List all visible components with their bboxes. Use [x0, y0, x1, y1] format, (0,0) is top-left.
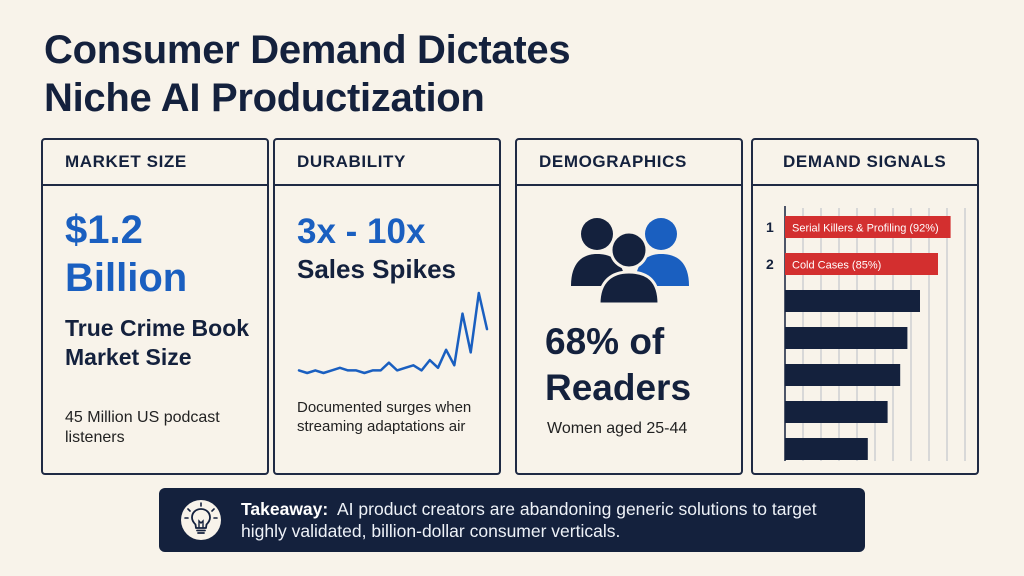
demographics-value-line-2: Readers	[545, 367, 692, 408]
sparkline-series	[297, 291, 489, 375]
demand-bar	[785, 253, 938, 275]
bar-rank-label: 1	[766, 219, 774, 235]
takeaway-banner: Takeaway: AI product creators are abando…	[159, 488, 865, 552]
market-size-value-line-2: Billion	[65, 256, 188, 300]
market-size-label: True Crime Book Market Size	[65, 315, 250, 370]
demand-signals-header: DEMAND SIGNALS	[753, 140, 977, 186]
demand-signals-card: DEMAND SIGNALS 1 Serial Killers & Profili…	[751, 138, 979, 475]
takeaway-text: Takeaway: AI product creators are abando…	[241, 498, 841, 542]
market-size-card: MARKET SIZE $1.2 Billion True Crime Book…	[41, 138, 269, 475]
people-group-icon	[571, 218, 689, 306]
sales-sparkline	[297, 291, 489, 375]
durability-value: 3x - 10x	[297, 212, 426, 251]
stat-cards: MARKET SIZE $1.2 Billion True Crime Book…	[41, 138, 983, 475]
durability-header: DURABILITY	[275, 140, 499, 186]
durability-card: DURABILITY 3x - 10x Sales Spikes Documen…	[273, 138, 501, 475]
title-line-1: Consumer Demand Dictates	[44, 28, 571, 72]
demand-bar	[785, 438, 868, 460]
demand-bar	[785, 216, 951, 238]
durability-note: Documented surges when streaming adaptat…	[297, 399, 472, 435]
page-title: Consumer Demand Dictates Niche AI Produc…	[44, 26, 571, 122]
market-size-value-line-1: $1.2	[65, 208, 143, 252]
market-size-header: MARKET SIZE	[43, 140, 267, 186]
bar-rank-label: 2	[766, 256, 774, 272]
durability-label: Sales Spikes	[297, 254, 456, 284]
demographics-value-line-1: 68% of	[545, 321, 665, 362]
demand-signals-chart: 1 Serial Killers & Profiling (92%) 2 Cold C…	[766, 206, 966, 461]
demographics-note: Women aged 25-44	[547, 420, 688, 437]
market-size-note: 45 Million US podcast listeners	[65, 409, 220, 446]
takeaway-label: Takeaway:	[241, 499, 329, 519]
takeaway-body: AI product creators are abandoning gener…	[241, 499, 817, 541]
demographics-header: DEMOGRAPHICS	[517, 140, 741, 186]
demand-bar	[785, 327, 908, 349]
lightbulb-icon	[181, 500, 221, 540]
bar-label: Cold Cases (85%)	[792, 260, 881, 272]
demographics-card: DEMOGRAPHICS 68% of Readers Women aged 2…	[515, 138, 743, 475]
demand-bar	[785, 290, 920, 312]
demand-bar	[785, 364, 901, 386]
title-line-2: Niche AI Productization	[44, 76, 485, 120]
bar-label: Serial Killers & Profiling (92%)	[792, 223, 939, 235]
demand-bar	[785, 401, 888, 423]
